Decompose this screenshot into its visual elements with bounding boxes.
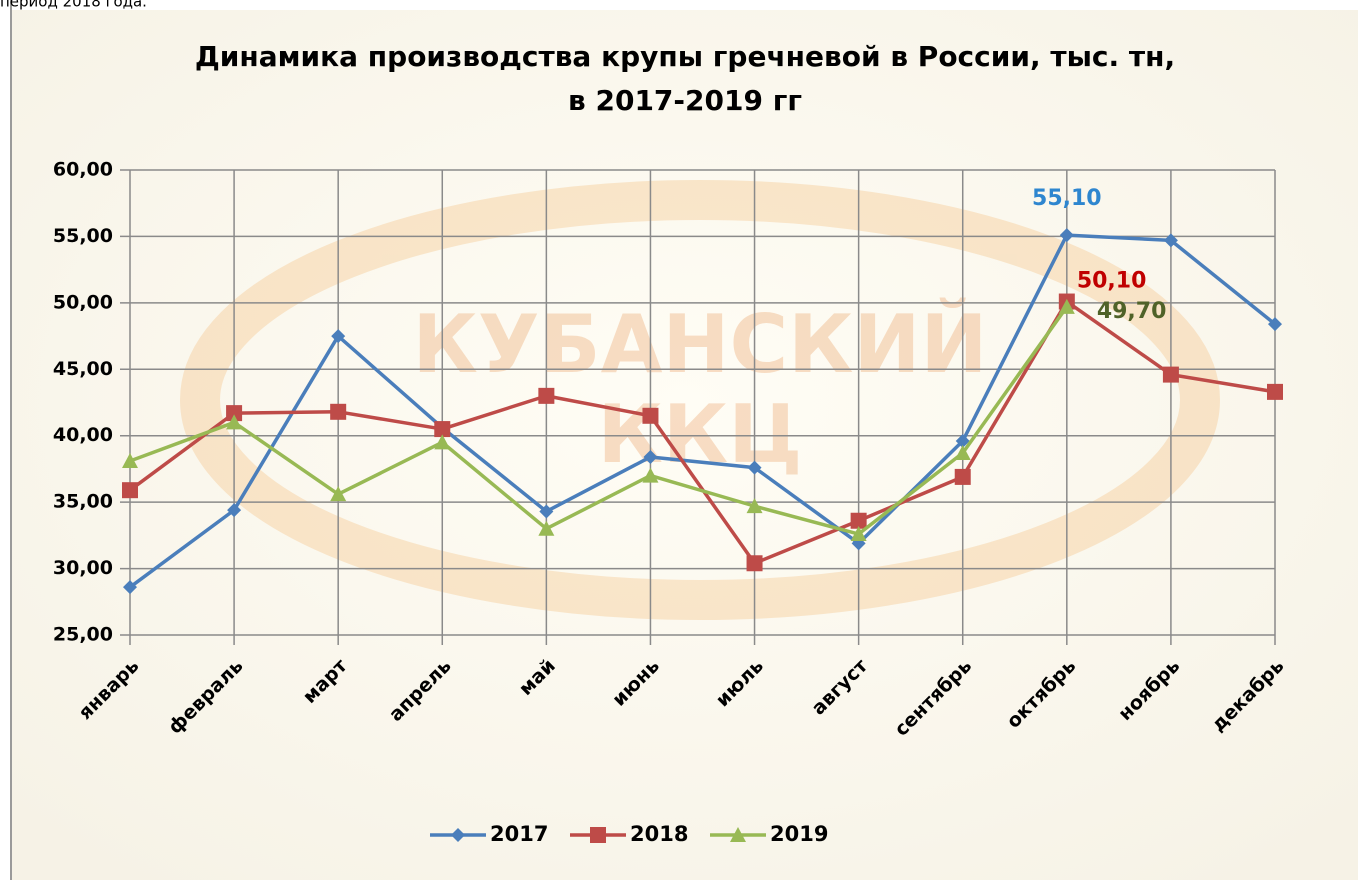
marker bbox=[1059, 228, 1074, 243]
marker bbox=[1267, 383, 1283, 400]
legend-label: 2017 bbox=[490, 822, 548, 846]
data-label: 50,10 bbox=[1077, 269, 1147, 294]
series-line bbox=[128, 233, 1277, 589]
chart-title: Динамика производства крупы гречневой в … bbox=[195, 40, 1175, 73]
y-tick-label: 60,00 bbox=[53, 159, 113, 181]
marker bbox=[746, 555, 763, 572]
watermark-text: КУБАНСКИЙ bbox=[413, 297, 988, 391]
marker bbox=[590, 827, 606, 843]
header-text: период 2018 года. bbox=[0, 0, 147, 11]
marker bbox=[955, 434, 970, 449]
marker bbox=[330, 486, 347, 502]
marker bbox=[642, 467, 659, 483]
marker bbox=[123, 580, 137, 595]
marker bbox=[434, 421, 451, 438]
marker bbox=[226, 405, 243, 422]
marker bbox=[746, 498, 763, 514]
marker bbox=[642, 407, 659, 424]
marker bbox=[954, 468, 971, 485]
marker bbox=[538, 520, 555, 536]
series-line bbox=[129, 305, 1069, 536]
legend-label: 2019 bbox=[770, 822, 828, 846]
chart-title: в 2017-2019 гг bbox=[568, 84, 802, 117]
y-tick-label: 25,00 bbox=[53, 624, 113, 646]
watermark-ring bbox=[180, 180, 1220, 620]
marker bbox=[747, 460, 762, 475]
y-tick-label: 45,00 bbox=[53, 358, 113, 380]
marker bbox=[1162, 366, 1179, 383]
data-label: 55,10 bbox=[1032, 186, 1102, 211]
marker bbox=[331, 329, 346, 344]
marker bbox=[643, 449, 658, 464]
y-tick-label: 30,00 bbox=[53, 557, 113, 579]
marker bbox=[451, 828, 465, 842]
y-tick-label: 35,00 bbox=[53, 491, 113, 513]
y-tick-label: 40,00 bbox=[53, 424, 113, 446]
marker bbox=[434, 434, 451, 450]
marker bbox=[1163, 233, 1178, 248]
marker bbox=[1058, 298, 1075, 314]
marker bbox=[227, 503, 242, 518]
marker bbox=[730, 827, 746, 842]
watermark: КУБАНСКИЙ ККЦ bbox=[180, 180, 1220, 620]
marker bbox=[850, 526, 867, 542]
marker bbox=[226, 414, 243, 430]
marker bbox=[330, 403, 347, 420]
marker bbox=[850, 512, 867, 529]
marker bbox=[539, 504, 554, 519]
marker bbox=[538, 387, 555, 404]
data-label: 49,70 bbox=[1097, 299, 1167, 324]
legend-label: 2018 bbox=[630, 822, 688, 846]
y-tick-label: 55,00 bbox=[53, 225, 113, 247]
marker bbox=[1268, 317, 1282, 332]
y-tick-label: 50,00 bbox=[53, 291, 113, 313]
chart-background bbox=[12, 10, 1358, 880]
marker bbox=[954, 444, 971, 460]
legend: 2017 2018 2019 bbox=[430, 822, 828, 846]
marker bbox=[122, 482, 138, 499]
marker bbox=[122, 452, 138, 468]
